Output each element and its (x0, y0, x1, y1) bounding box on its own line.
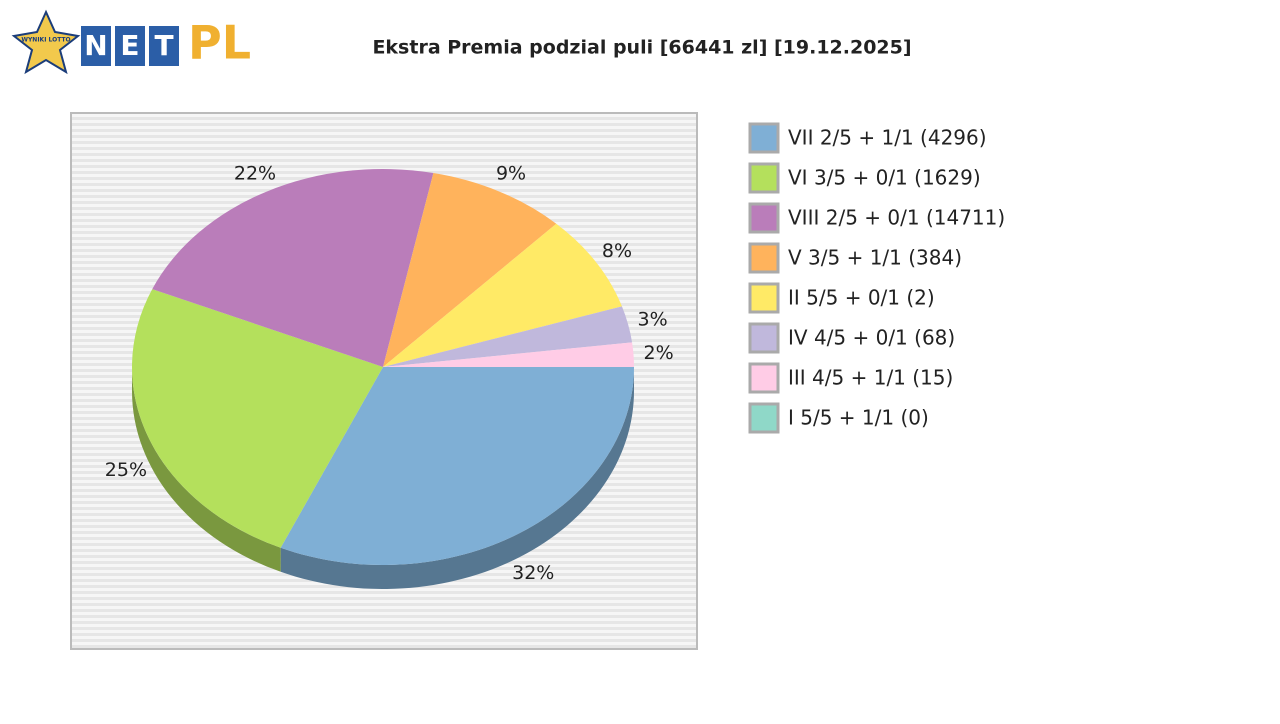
slice (132, 289, 383, 548)
logo-box (81, 26, 111, 66)
legend-swatch (748, 362, 780, 394)
slice (152, 168, 434, 367)
legend-swatch (748, 202, 780, 234)
logo-letter: E (120, 29, 139, 62)
legend-label: VI 3/5 + 0/1 (1629) (788, 166, 981, 190)
slice-label: 32% (512, 562, 554, 584)
slice-label: 25% (105, 459, 147, 481)
legend-swatch (748, 322, 780, 354)
legend-swatch (748, 282, 780, 314)
pie: 32% 25% 22% 9% 8% 3% 2% (105, 163, 674, 589)
slice (383, 306, 633, 367)
legend-label: I 5/5 + 1/1 (0) (788, 406, 929, 430)
legend-label: III 4/5 + 1/1 (15) (788, 366, 953, 390)
logo-star (11, 9, 81, 75)
slice (383, 173, 557, 367)
legend-label: VII 2/5 + 1/1 (4296) (788, 126, 987, 150)
legend-swatch (748, 162, 780, 194)
legend-swatch (748, 122, 780, 154)
logo-letter: N (84, 29, 107, 62)
logo-badge: WYNIKI LOTTO (21, 37, 70, 44)
slice-label: 2% (643, 342, 673, 364)
logo-box (149, 26, 179, 66)
slice-label: 9% (496, 163, 526, 185)
logo-letter: T (154, 29, 173, 62)
slice (280, 367, 634, 565)
legend-label: II 5/5 + 0/1 (2) (788, 286, 935, 310)
legend-label: IV 4/5 + 0/1 (68) (788, 326, 955, 350)
legend-swatch (748, 242, 780, 274)
slice-side (132, 367, 281, 572)
logo-suffix: PL (188, 16, 251, 70)
slice-label: 22% (234, 163, 276, 185)
legend: VII 2/5 + 1/1 (4296) VI 3/5 + 0/1 (1629) V… (748, 122, 1005, 434)
slice-side (280, 367, 634, 589)
slice-label: 3% (638, 308, 668, 330)
legend-swatch (748, 402, 780, 434)
chart-title: Ekstra Premia podzial puli [66441 zl] [1… (372, 37, 911, 59)
slice (383, 223, 622, 367)
slice (383, 342, 634, 367)
logo: WYNIKI LOTTO N E T PL (11, 9, 251, 75)
logo-box (115, 26, 145, 66)
legend-label: V 3/5 + 1/1 (384) (788, 246, 962, 270)
legend-label: VIII 2/5 + 0/1 (14711) (788, 206, 1005, 230)
slice-label: 8% (602, 240, 632, 262)
